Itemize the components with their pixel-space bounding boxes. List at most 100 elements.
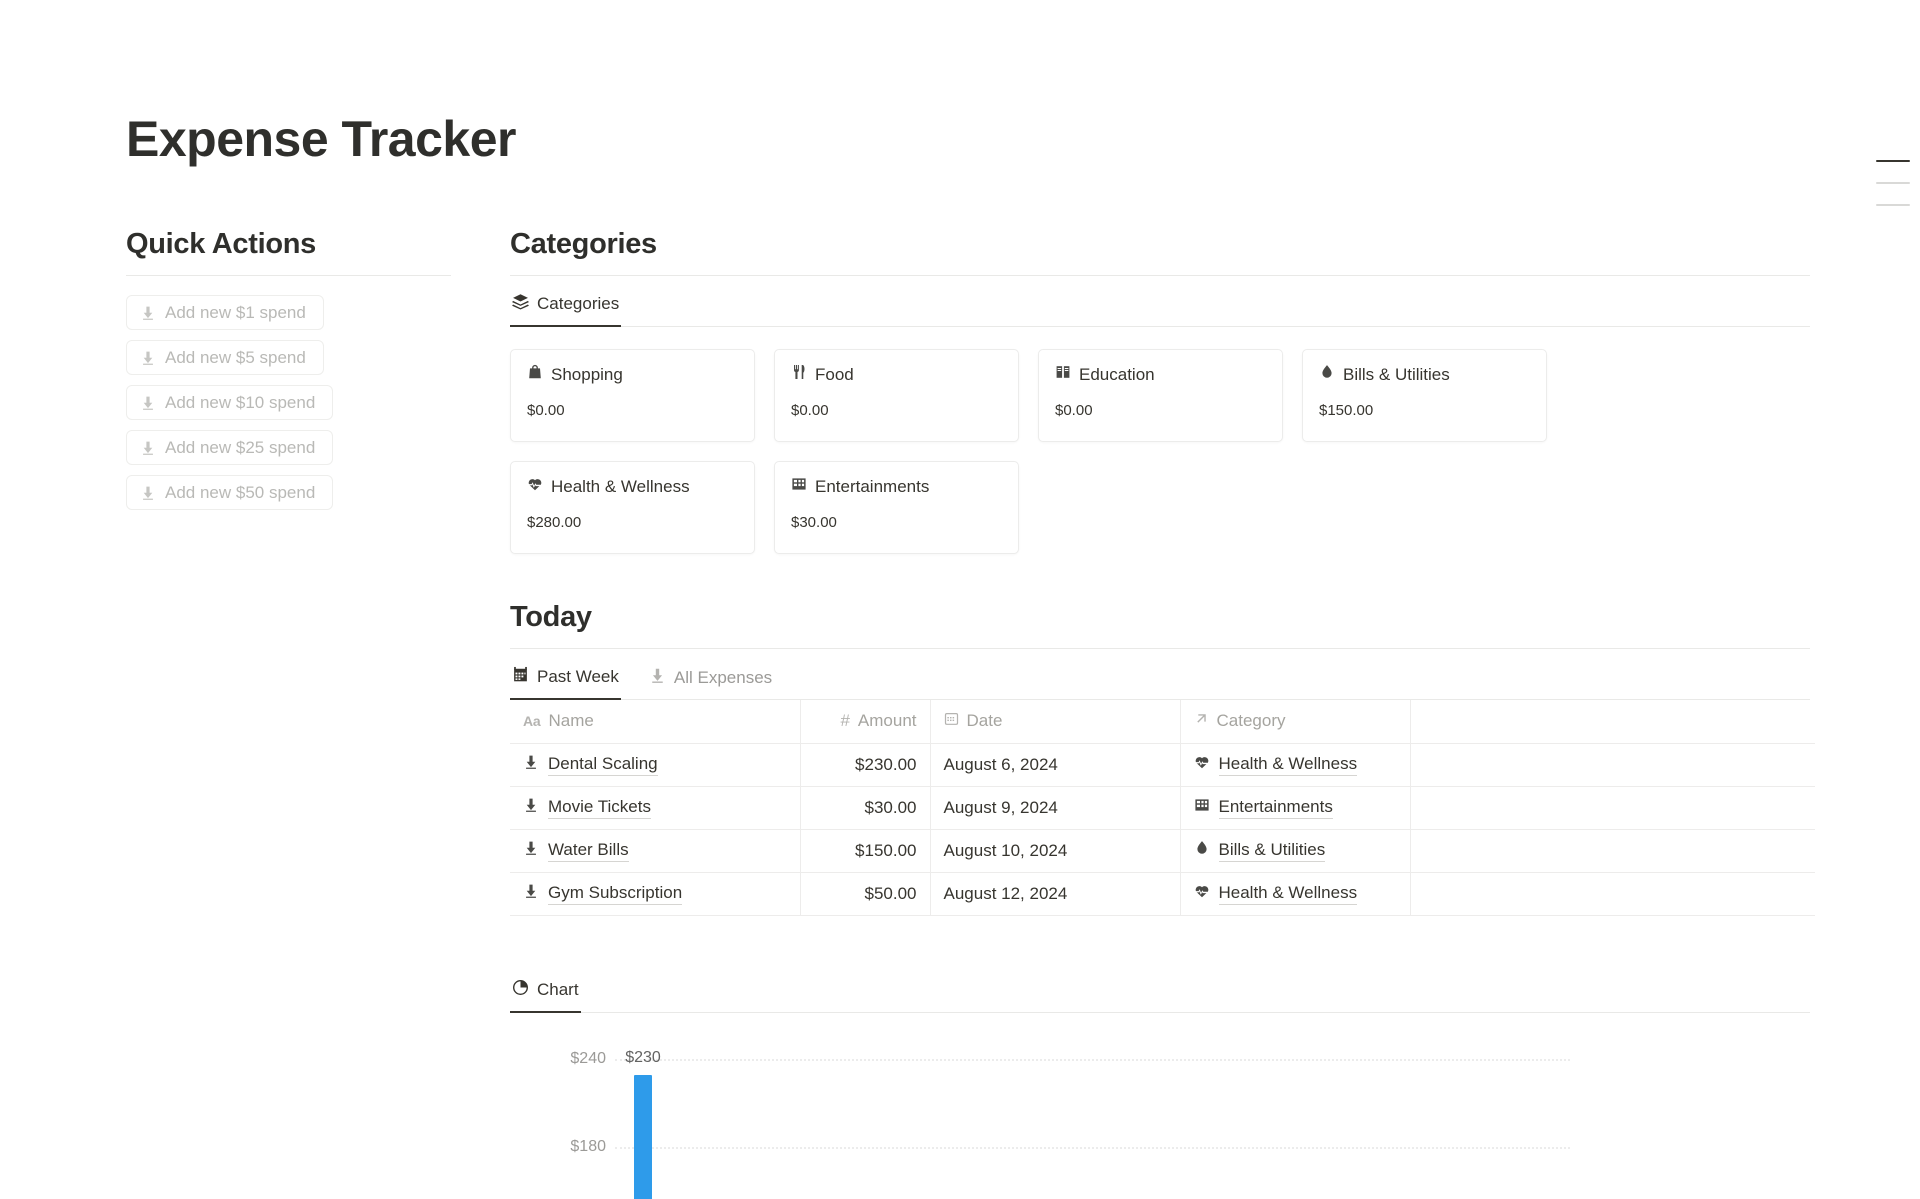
tab-chart[interactable]: Chart bbox=[510, 974, 581, 1013]
category-card-bills-utilities[interactable]: Bills & Utilities $150.00 bbox=[1302, 349, 1547, 442]
add-1-spend-button[interactable]: Add new $1 spend bbox=[126, 295, 324, 330]
expense-category-cell[interactable]: Health & Wellness bbox=[1180, 872, 1411, 916]
expense-bar-chart: $240 $180 $230 bbox=[510, 1035, 1570, 1199]
expense-name[interactable]: Dental Scaling bbox=[548, 754, 658, 776]
droplet-icon bbox=[1319, 364, 1335, 385]
expense-date: August 12, 2024 bbox=[943, 883, 1068, 903]
category-card-shopping[interactable]: Shopping $0.00 bbox=[510, 349, 755, 442]
y-tick-label: $180 bbox=[570, 1137, 606, 1155]
category-card-title: Education bbox=[1055, 364, 1266, 385]
column-header-category[interactable]: Category bbox=[1180, 700, 1411, 744]
expense-amount: $230.00 bbox=[855, 754, 917, 774]
download-arrow-icon bbox=[523, 797, 539, 818]
column-header-spacer bbox=[1410, 700, 1815, 744]
handbag-icon bbox=[527, 364, 543, 385]
pie-chart-icon bbox=[512, 979, 529, 1001]
column-header-name[interactable]: Aa Name bbox=[510, 700, 801, 744]
divider bbox=[126, 275, 451, 276]
expense-date-cell[interactable]: August 9, 2024 bbox=[930, 786, 1181, 830]
download-arrow-icon bbox=[649, 667, 666, 689]
tab-categories[interactable]: Categories bbox=[510, 288, 622, 327]
download-arrow-icon bbox=[523, 754, 539, 775]
download-arrow-icon bbox=[523, 883, 539, 904]
calendar-icon bbox=[944, 711, 959, 731]
expense-date-cell[interactable]: August 6, 2024 bbox=[930, 743, 1181, 787]
category-card-title: Bills & Utilities bbox=[1319, 364, 1530, 385]
heart-pulse-icon bbox=[527, 476, 543, 497]
expenses-table: Aa Name # Amount bbox=[510, 700, 1815, 916]
category-card-food[interactable]: Food $0.00 bbox=[774, 349, 1019, 442]
fork-knife-icon bbox=[791, 364, 807, 385]
chart-plot-area: $230 bbox=[615, 1035, 1570, 1199]
film-icon bbox=[791, 476, 807, 497]
expense-category-cell[interactable]: Entertainments bbox=[1180, 786, 1411, 830]
quick-actions-heading: Quick Actions bbox=[126, 228, 317, 260]
expense-date-cell[interactable]: August 10, 2024 bbox=[930, 829, 1181, 873]
bar-value-label: $230 bbox=[625, 1048, 661, 1066]
chart-bar[interactable] bbox=[634, 1074, 652, 1199]
gridline bbox=[615, 1146, 1570, 1149]
calendar-icon bbox=[512, 666, 529, 688]
main-column: Categories Categories Shopping $0.00 bbox=[510, 228, 1815, 1199]
expense-name[interactable]: Gym Subscription bbox=[548, 883, 683, 905]
expense-category[interactable]: Health & Wellness bbox=[1218, 883, 1358, 905]
expense-category-cell[interactable]: Bills & Utilities bbox=[1180, 829, 1411, 873]
expense-date-cell[interactable]: August 12, 2024 bbox=[930, 872, 1181, 916]
expense-name-cell[interactable]: Dental Scaling bbox=[510, 743, 801, 787]
expense-date: August 9, 2024 bbox=[943, 797, 1058, 817]
divider bbox=[510, 1011, 1810, 1013]
table-row[interactable]: Gym Subscription $50.00 August 12, 2024 bbox=[510, 872, 1815, 916]
add-50-spend-button[interactable]: Add new $50 spend bbox=[126, 475, 334, 510]
scroll-indicator-bar-active bbox=[1876, 160, 1910, 162]
quick-action-label: Add new $50 spend bbox=[165, 483, 316, 502]
category-card-entertainments[interactable]: Entertainments $30.00 bbox=[774, 461, 1019, 554]
expense-name-cell[interactable]: Water Bills bbox=[510, 829, 801, 873]
column-header-date[interactable]: Date bbox=[930, 700, 1181, 744]
category-amount: $0.00 bbox=[1055, 402, 1093, 420]
scroll-indicator-bar bbox=[1876, 204, 1910, 206]
expense-category-cell[interactable]: Health & Wellness bbox=[1180, 743, 1411, 787]
book-icon bbox=[1055, 364, 1071, 385]
add-5-spend-button[interactable]: Add new $5 spend bbox=[126, 340, 324, 375]
category-name: Education bbox=[1079, 364, 1155, 384]
divider bbox=[510, 326, 1810, 327]
chart-y-axis: $240 $180 bbox=[510, 1035, 606, 1199]
expense-amount-cell[interactable]: $50.00 bbox=[800, 872, 931, 916]
category-name: Food bbox=[815, 364, 854, 384]
table-row[interactable]: Water Bills $150.00 August 10, 2024 bbox=[510, 829, 1815, 873]
category-card-education[interactable]: Education $0.00 bbox=[1038, 349, 1283, 442]
add-25-spend-button[interactable]: Add new $25 spend bbox=[126, 430, 334, 465]
table-header: Aa Name # Amount bbox=[510, 700, 1815, 744]
download-arrow-icon bbox=[140, 395, 156, 411]
scroll-position-indicator[interactable] bbox=[1876, 160, 1910, 226]
quick-action-label: Add new $10 spend bbox=[165, 393, 316, 412]
category-amount: $280.00 bbox=[527, 514, 582, 532]
expense-amount: $30.00 bbox=[864, 797, 917, 817]
relation-arrow-icon bbox=[1194, 711, 1209, 731]
expense-category[interactable]: Health & Wellness bbox=[1218, 754, 1358, 776]
expense-name-cell[interactable]: Movie Tickets bbox=[510, 786, 801, 830]
expense-amount: $150.00 bbox=[855, 840, 917, 860]
expense-amount-cell[interactable]: $30.00 bbox=[800, 786, 931, 830]
tab-all-expenses[interactable]: All Expenses bbox=[647, 662, 774, 699]
column-header-amount[interactable]: # Amount bbox=[800, 700, 931, 744]
table-row[interactable]: Movie Tickets $30.00 August 9, 2024 bbox=[510, 786, 1815, 830]
add-10-spend-button[interactable]: Add new $10 spend bbox=[126, 385, 334, 420]
expense-name[interactable]: Water Bills bbox=[548, 840, 629, 862]
expense-amount-cell[interactable]: $230.00 bbox=[800, 743, 931, 787]
table-row[interactable]: Dental Scaling $230.00 August 6, 2024 bbox=[510, 743, 1815, 787]
expense-name[interactable]: Movie Tickets bbox=[548, 797, 651, 819]
tab-label: Past Week bbox=[537, 667, 619, 686]
expense-category[interactable]: Entertainments bbox=[1218, 797, 1333, 819]
expense-amount-cell[interactable]: $150.00 bbox=[800, 829, 931, 873]
category-card-health-wellness[interactable]: Health & Wellness $280.00 bbox=[510, 461, 755, 554]
row-spacer-cell bbox=[1410, 829, 1815, 873]
expense-amount: $50.00 bbox=[864, 883, 917, 903]
tab-past-week[interactable]: Past Week bbox=[510, 661, 621, 700]
expense-category[interactable]: Bills & Utilities bbox=[1218, 840, 1326, 862]
row-spacer-cell bbox=[1410, 872, 1815, 916]
tab-label: All Expenses bbox=[673, 668, 773, 687]
expense-name-cell[interactable]: Gym Subscription bbox=[510, 872, 801, 916]
gridline bbox=[615, 1058, 1570, 1061]
